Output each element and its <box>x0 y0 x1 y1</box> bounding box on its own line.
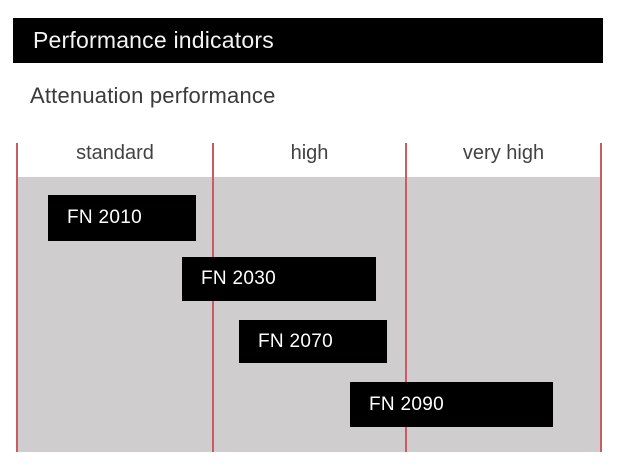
column-label-very-high: very high <box>462 142 545 164</box>
column-label-high: high <box>290 142 329 164</box>
range-bar-fn-2010: FN 2010 <box>48 195 196 241</box>
range-bar-fn-2070: FN 2070 <box>239 320 387 363</box>
range-bar-fn-2030: FN 2030 <box>182 257 376 301</box>
grid-line <box>600 143 602 452</box>
range-bar-fn-2090: FN 2090 <box>350 382 553 427</box>
page-title: Performance indicators <box>33 27 274 53</box>
grid-line <box>405 143 407 452</box>
title-bar: Performance indicators <box>13 18 603 63</box>
bar-label: FN 2090 <box>369 393 444 415</box>
grid-line <box>16 143 18 452</box>
bar-label: FN 2070 <box>258 330 333 352</box>
bar-label: FN 2010 <box>67 207 142 228</box>
chart-subtitle: Attenuation performance <box>30 83 276 108</box>
bar-label: FN 2030 <box>201 268 276 289</box>
column-label-standard: standard <box>76 142 154 164</box>
